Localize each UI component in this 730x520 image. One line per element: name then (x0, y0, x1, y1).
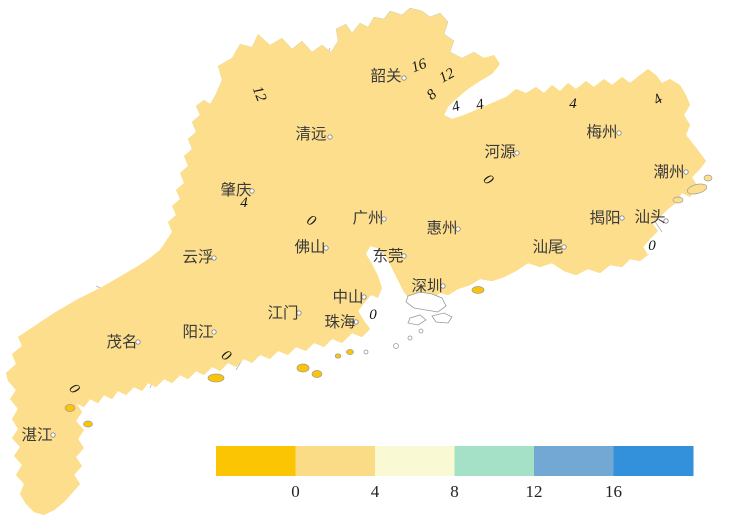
city-marker (249, 188, 255, 194)
city-label: 揭阳 (589, 209, 620, 227)
legend-tick-label: 12 (526, 482, 543, 501)
city-label: 河源 (484, 143, 515, 161)
city-label: 惠州 (426, 219, 457, 237)
legend-swatch (454, 446, 535, 476)
city-marker (50, 432, 56, 438)
city-label: 潮州 (653, 163, 684, 181)
legend-tick-label: 0 (291, 482, 300, 501)
city-marker (296, 310, 302, 316)
city-label: 深圳 (411, 277, 442, 295)
city-marker (401, 253, 407, 259)
city-marker (327, 134, 333, 140)
contour-value-label: 4 (450, 98, 462, 116)
city-marker (455, 226, 461, 232)
legend-swatch (216, 446, 296, 476)
legend-swatch (375, 446, 455, 476)
city-marker (135, 339, 141, 345)
city-marker (440, 283, 446, 289)
city-marker (514, 150, 520, 156)
hongkong-outline (405, 291, 447, 313)
city-label: 云浮 (182, 248, 213, 266)
city-label: 阳江 (182, 323, 213, 341)
contour-value-label: 12 (437, 65, 458, 86)
legend-swatch (613, 446, 694, 476)
city-label: 茂名 (106, 333, 137, 351)
legend-swatch (295, 446, 376, 476)
legend-tick-label: 4 (371, 482, 380, 501)
city-marker (561, 244, 567, 250)
city-marker (663, 218, 669, 224)
city-marker (353, 319, 359, 325)
contour-value-label: 12 (249, 84, 270, 104)
city-marker (361, 294, 367, 300)
city-label: 东莞 (372, 247, 403, 265)
legend-tick-label: 8 (450, 482, 459, 501)
contour-value-label: 0 (369, 307, 377, 323)
city-marker (211, 329, 217, 335)
city-label: 清远 (295, 125, 326, 143)
contour-value-label: 0 (648, 238, 656, 254)
province-coastline (5, 7, 707, 516)
city-label: 梅州 (586, 123, 617, 141)
city-label: 江门 (267, 304, 298, 322)
legend: 0 4 8 12 16 (216, 446, 694, 501)
city-marker (211, 255, 217, 261)
city-marker (381, 216, 387, 222)
contour-value-label: 16 (409, 56, 429, 76)
contour-value-label: 4 (475, 96, 486, 113)
city-label: 中山 (332, 288, 363, 306)
city-marker (401, 75, 407, 81)
city-labels: 韶关清远肇庆云浮 广州佛山东莞 惠州 河源 梅州潮州揭阳 汕头汕尾深圳中山珠海 江门阳江茂名… (21, 67, 689, 444)
city-marker (683, 169, 689, 175)
islands (64, 174, 713, 428)
contour-value-label: 4 (240, 195, 248, 211)
city-label: 汕头 (634, 208, 665, 226)
city-label: 广州 (352, 209, 383, 227)
legend-tick-label: 16 (605, 482, 622, 501)
city-label: 珠海 (324, 313, 355, 331)
city-label: 肇庆 (220, 181, 251, 199)
city-label: 佛山 (294, 238, 325, 256)
contour-value-label: 4 (569, 96, 577, 112)
city-marker (616, 130, 622, 136)
city-marker (619, 215, 625, 221)
legend-swatch (534, 446, 614, 476)
city-label: 湛江 (21, 426, 52, 444)
city-label: 汕尾 (532, 238, 563, 256)
city-marker (323, 245, 329, 251)
city-label: 韶关 (370, 67, 401, 85)
